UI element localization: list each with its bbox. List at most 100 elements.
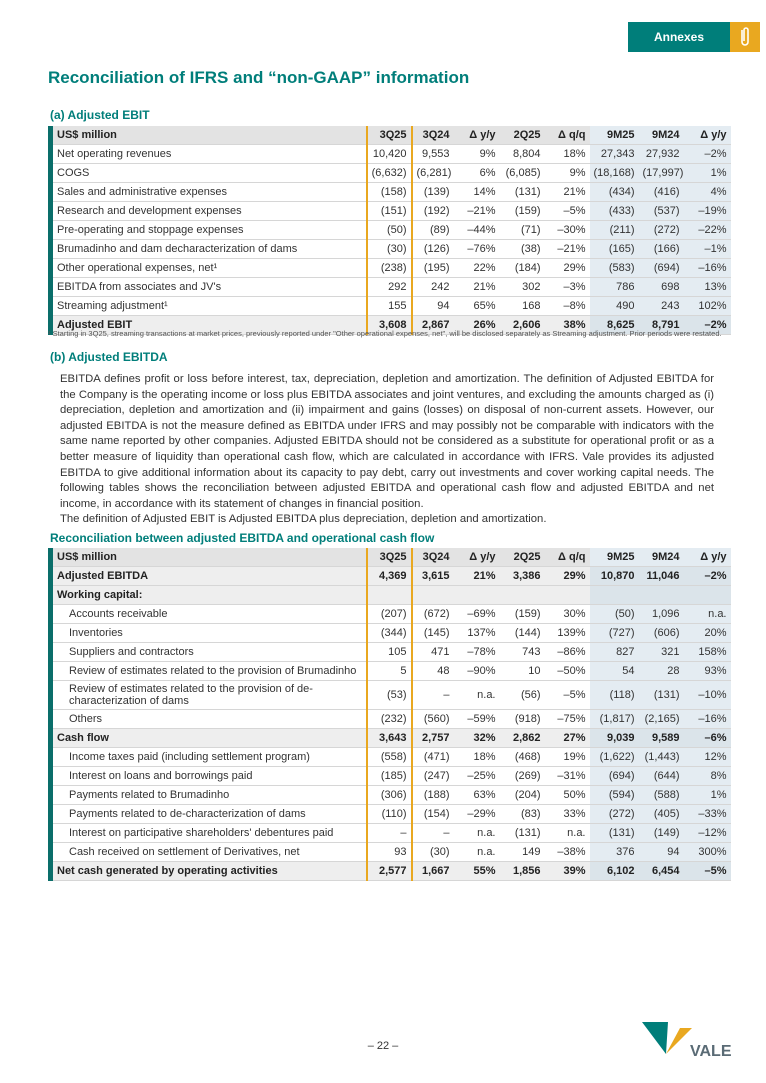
cell-value: 54 (589, 661, 639, 681)
cell-value: –33% (683, 804, 731, 824)
row-label: Adjusted EBITDA (50, 566, 367, 586)
cell-value (589, 585, 639, 605)
cell-value: 10,420 (365, 144, 413, 164)
cell-value (544, 585, 590, 605)
cell-value: 32% (453, 728, 500, 748)
cell-value: 3,608 (365, 315, 413, 335)
cell-value: 3,386 (499, 566, 545, 586)
cell-value: (269) (499, 766, 545, 786)
column-header: US$ million (50, 548, 367, 567)
table-row: Others (232) (560) –59% (918) –75% (1,817) (2,1… (50, 709, 731, 729)
cell-value: (89) (411, 220, 454, 240)
table-row: Inventories (344) (145) 137% (144) 139% (727)(… (50, 623, 731, 643)
table-row: Brumadinho and dam decharacterization of… (50, 239, 731, 259)
cell-value: 18% (453, 747, 500, 767)
cell-value: (583) (589, 258, 639, 278)
row-label: COGS (50, 163, 367, 183)
cell-value: (433) (589, 201, 639, 221)
cell-value: 8,804 (499, 144, 545, 164)
cell-value: (606) (638, 623, 684, 643)
cell-value: 300% (683, 842, 731, 862)
cell-value: (17,997) (638, 163, 684, 183)
table-row: Income taxes paid (including settlement … (50, 747, 731, 767)
cell-value: –12% (683, 823, 731, 843)
cell-value: 65% (453, 296, 500, 316)
column-header: Δ q/q (544, 548, 590, 567)
cell-value: 4% (683, 182, 731, 202)
cell-value: 6,102 (589, 861, 639, 881)
column-header: Δ q/q (544, 126, 590, 145)
page-number: – 22 – (367, 1040, 399, 1052)
cell-value: 6,454 (638, 861, 684, 881)
cell-value: 4,369 (365, 566, 413, 586)
cell-value: 29% (544, 566, 590, 586)
clip-icon (730, 22, 760, 52)
table-row: Streaming adjustment¹ 155 94 65% 168 –8% 490 24… (50, 296, 731, 316)
row-label: Cash received on settlement of Derivativ… (50, 842, 367, 862)
cell-value: (211) (589, 220, 639, 240)
cell-value: 137% (453, 623, 500, 643)
cell-value: (344) (365, 623, 413, 643)
cell-value: (232) (365, 709, 413, 729)
cell-value: (558) (365, 747, 413, 767)
cell-value: 242 (411, 277, 454, 297)
cell-value: 9% (544, 163, 590, 183)
cell-value: (131) (638, 680, 684, 710)
table-row: Research and development expenses (151) (1… (50, 201, 731, 221)
cell-value: (131) (499, 823, 545, 843)
row-label: Net operating revenues (50, 144, 367, 164)
cell-value: 243 (638, 296, 684, 316)
table-row: Adjusted EBITDA 4,369 3,615 21% 3,386 29% 10,8… (50, 566, 731, 586)
cell-value: 168 (499, 296, 545, 316)
cell-value: 93 (365, 842, 413, 862)
cell-value: (594) (589, 785, 639, 805)
cell-value (638, 585, 684, 605)
cell-value: 63% (453, 785, 500, 805)
cell-value (411, 585, 454, 605)
table-row: Interest on participative shareholders' … (50, 823, 731, 843)
cell-value: 2,577 (365, 861, 413, 881)
cell-value: (145) (411, 623, 454, 643)
ebit-table: US$ million 3Q25 3Q24 Δ y/y 2Q25 Δ q/q 9M25 9M2… (48, 126, 731, 335)
cell-value: –5% (544, 201, 590, 221)
table-row: Accounts receivable (207) (672) –69% (159) 30… (50, 604, 731, 624)
cell-value: 50% (544, 785, 590, 805)
row-label: Income taxes paid (including settlement … (50, 747, 367, 767)
cell-value: (672) (411, 604, 454, 624)
cell-value: (471) (411, 747, 454, 767)
cell-value: n.a. (453, 823, 500, 843)
row-label: EBITDA from associates and JV's (50, 277, 367, 297)
cell-value: (50) (589, 604, 639, 624)
cell-value: 13% (683, 277, 731, 297)
cell-value: (118) (589, 680, 639, 710)
row-label: Suppliers and contractors (50, 642, 367, 662)
cell-value: 27% (544, 728, 590, 748)
row-label: Sales and administrative expenses (50, 182, 367, 202)
body-text: EBITDA defines profit or loss before int… (60, 372, 714, 528)
cell-value: (139) (411, 182, 454, 202)
cell-value: 149 (499, 842, 545, 862)
table-row: Net cash generated by operating activiti… (50, 861, 731, 881)
table-row: Adjusted EBIT 3,608 2,867 26% 2,606 38% 8,625 8… (50, 315, 731, 335)
cell-value: –3% (544, 277, 590, 297)
table-row: Cash flow 3,643 2,757 32% 2,862 27% 9,039 9,589… (50, 728, 731, 748)
cell-value: (1,622) (589, 747, 639, 767)
row-label: Others (50, 709, 367, 729)
row-label: Net cash generated by operating activiti… (50, 861, 367, 881)
cell-value: 27,932 (638, 144, 684, 164)
row-label: Streaming adjustment¹ (50, 296, 367, 316)
cell-value: 39% (544, 861, 590, 881)
row-label: Accounts receivable (50, 604, 367, 624)
cell-value: (644) (638, 766, 684, 786)
table-row: Payments related to de-characterization … (50, 804, 731, 824)
cell-value: (159) (499, 604, 545, 624)
row-label: Review of estimates related to the provi… (50, 661, 367, 681)
cell-value: 490 (589, 296, 639, 316)
cell-value: (416) (638, 182, 684, 202)
cell-value (453, 585, 500, 605)
cell-value: (71) (499, 220, 545, 240)
cell-value: (144) (499, 623, 545, 643)
cell-value: (151) (365, 201, 413, 221)
cell-value (683, 585, 731, 605)
cell-value: 3,615 (411, 566, 454, 586)
